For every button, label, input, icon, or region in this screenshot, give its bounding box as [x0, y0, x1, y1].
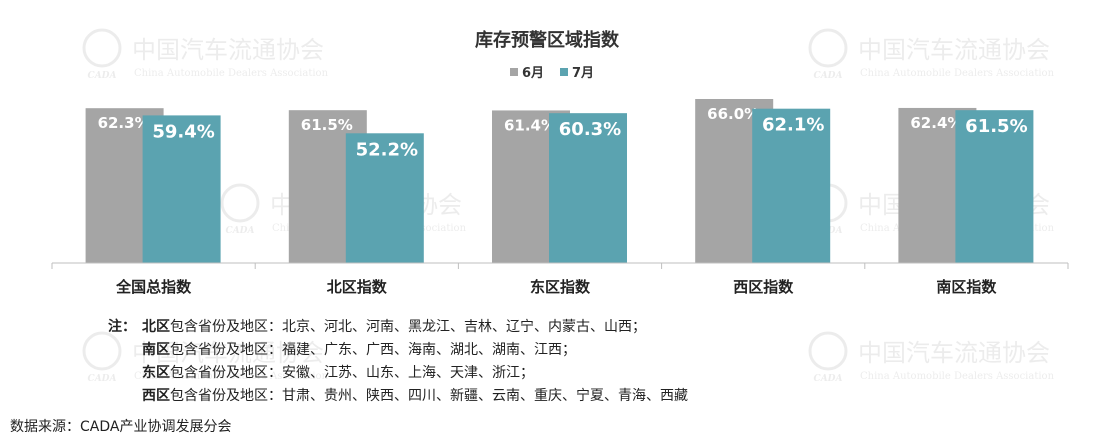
bar — [752, 108, 831, 263]
category-label: 南区指数 — [936, 278, 997, 296]
note-text: 包含省份及地区：甘肃、贵州、陕西、四川、新疆、云南、重庆、宁夏、青海、西藏 — [170, 388, 688, 404]
watermark: CADA 中国汽车流通协会 China Automobile Dealers Ass… — [808, 28, 1055, 81]
logo-icon — [82, 331, 122, 371]
note-prefix: 注： — [108, 319, 136, 335]
note-region: 东区 — [142, 365, 170, 381]
watermark-logo-text: CADA — [814, 374, 843, 384]
watermark-en: China Automobile Dealers Association — [134, 68, 329, 79]
note-text: 包含省份及地区：安徽、江苏、山东、上海、天津、浙江； — [170, 365, 534, 381]
notes: 注： 北区包含省份及地区：北京、河北、河南、黑龙江、吉林、辽宁、内蒙古、山西； 南… — [108, 316, 688, 408]
data-label: 61.5% — [301, 116, 353, 134]
watermark-en: China Automobile Dealers Association — [860, 68, 1055, 79]
watermark-logo-text: CADA — [88, 374, 117, 384]
logo-icon — [82, 28, 122, 68]
watermark-logo-text: CADA — [226, 226, 255, 236]
category-label: 全国总指数 — [115, 278, 192, 296]
note-region: 北区 — [142, 319, 170, 335]
logo-icon — [220, 183, 260, 223]
legend-label: 7月 — [572, 66, 594, 81]
watermark-cn: 中国汽车流通协会 — [132, 36, 324, 64]
note-row: 注： 北区包含省份及地区：北京、河北、河南、黑龙江、吉林、辽宁、内蒙古、山西； — [108, 316, 688, 339]
watermark-en: China Automobile Dealers Association — [860, 371, 1055, 382]
logo-icon — [808, 28, 848, 68]
watermark: CADA 中国汽车流通协会 China Automobile Dealers Ass… — [808, 331, 1055, 384]
data-label: 62.3% — [98, 114, 150, 132]
note-row: 东区包含省份及地区：安徽、江苏、山东、上海、天津、浙江； — [108, 362, 688, 385]
logo-icon — [808, 331, 848, 371]
bars-group: 62.3% 59.4% 61.5%52.2%61.4% 60.3%66.0%62.1%… — [85, 99, 1034, 264]
note-text: 包含省份及地区：北京、河北、河南、黑龙江、吉林、辽宁、内蒙古、山西； — [170, 319, 646, 335]
legend-label: 6月 — [522, 66, 544, 81]
note-row: 南区包含省份及地区：福建、广东、广西、海南、湖北、湖南、江西； — [108, 339, 688, 362]
category-label: 西区指数 — [733, 278, 794, 296]
category-label: 北区指数 — [327, 278, 388, 296]
chart-title: 库存预警区域指数 — [475, 29, 620, 51]
note-row: 西区包含省份及地区：甘肃、贵州、陕西、四川、新疆、云南、重庆、宁夏、青海、西藏 — [108, 385, 688, 408]
watermark-cn: 中国汽车流通协会 — [858, 36, 1050, 64]
bar — [955, 110, 1034, 263]
data-source: 数据来源：CADA产业协调发展分会 — [10, 419, 232, 435]
data-label: 62.4% — [910, 114, 962, 132]
legend: 6月 7月 — [510, 66, 594, 81]
note-region: 南区 — [142, 342, 170, 358]
data-label: 61.4% — [504, 116, 556, 134]
bar — [345, 133, 424, 263]
legend-swatch — [510, 68, 518, 76]
bar — [549, 113, 627, 263]
note-region: 西区 — [142, 388, 170, 404]
legend-swatch — [560, 68, 568, 76]
data-label: 59.4% — [152, 121, 214, 142]
watermark: CADA 中国汽车流通协会 China Automobile Dealers Ass… — [82, 331, 329, 384]
watermark: CADA 中国汽车流通协会 China Automobile Dealers Ass… — [82, 28, 329, 81]
bar — [142, 115, 221, 264]
watermark-cn: 中国汽车流通协会 — [858, 339, 1050, 367]
data-label: 62.1% — [762, 115, 824, 136]
data-label: 61.5% — [965, 116, 1027, 137]
data-label: 66.0% — [707, 105, 759, 123]
category-label: 东区指数 — [530, 278, 591, 296]
note-text: 包含省份及地区：福建、广东、广西、海南、湖北、湖南、江西； — [170, 342, 576, 358]
x-axis-ticks — [51, 263, 1069, 269]
data-label: 60.3% — [559, 119, 621, 140]
data-label: 52.2% — [356, 139, 418, 160]
category-labels: 全国总指数 北区指数 东区指数 西区指数 南区指数 — [115, 278, 997, 296]
watermark-cn: 中国汽车流通协会 — [132, 339, 324, 367]
watermark-logo-text: CADA — [88, 71, 117, 81]
watermark-en: China Automobile Dealers Association — [134, 371, 329, 382]
watermark-logo-text: CADA — [814, 71, 843, 81]
